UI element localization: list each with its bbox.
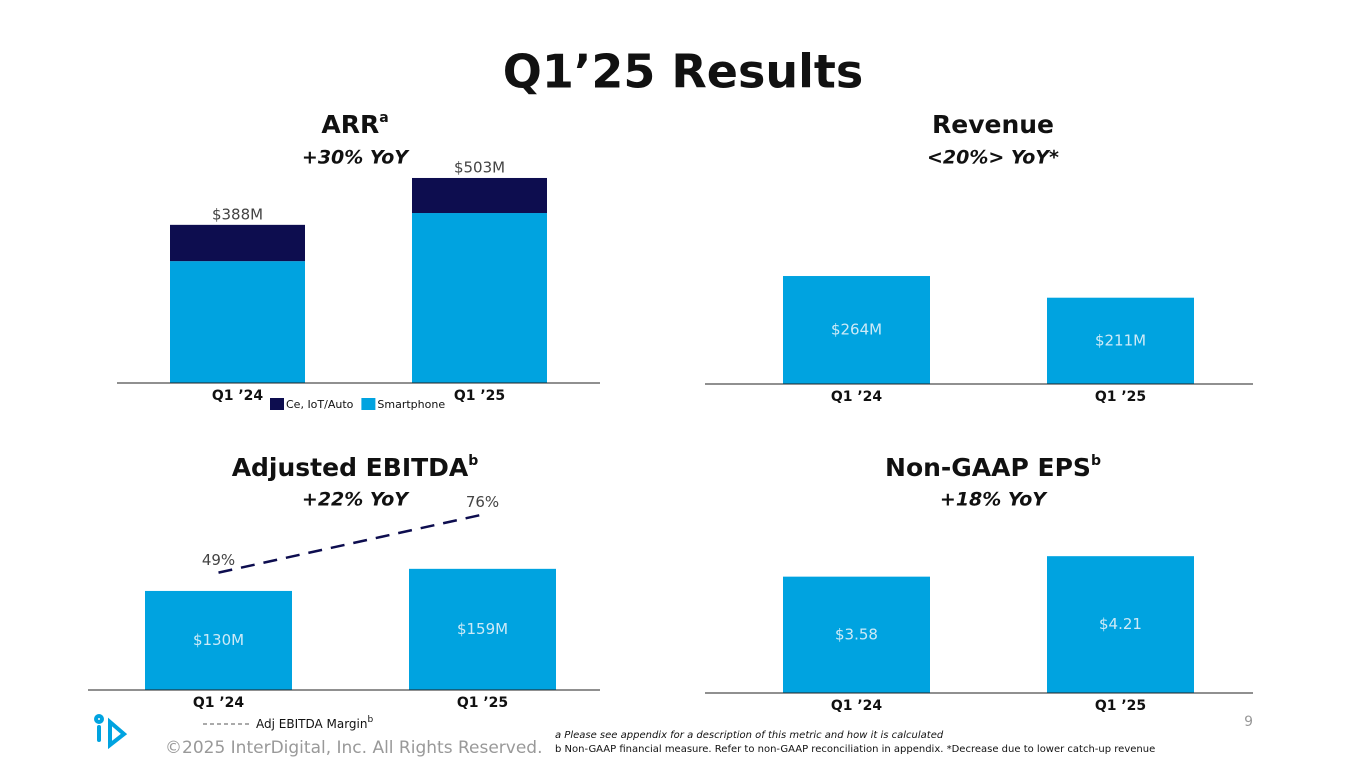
data-label: $211M bbox=[1095, 331, 1146, 349]
bar bbox=[783, 576, 930, 693]
legend-swatch bbox=[270, 398, 284, 410]
legend-note: b bbox=[368, 715, 374, 725]
chart-title: ARRa bbox=[321, 110, 388, 139]
bar-segment bbox=[170, 224, 305, 262]
legend-swatch bbox=[361, 398, 376, 410]
chart-title: Non-GAAP EPS bbox=[885, 453, 1091, 482]
slide-title: Q1’25 Results bbox=[503, 45, 864, 99]
data-label: $130M bbox=[193, 631, 244, 649]
bar-segment bbox=[170, 261, 305, 383]
chart-title: ARR bbox=[321, 110, 379, 139]
x-tick-label: Q1 ’25 bbox=[454, 388, 505, 404]
bar-segment bbox=[412, 213, 547, 383]
x-tick-label: Q1 ’24 bbox=[831, 389, 883, 405]
bar-segment bbox=[412, 177, 547, 214]
x-tick-label: Q1 ’24 bbox=[831, 698, 883, 714]
x-tick-label: Q1 ’25 bbox=[1095, 389, 1146, 405]
bar bbox=[1047, 556, 1194, 693]
copyright: ©2025 InterDigital, Inc. All Rights Rese… bbox=[165, 738, 543, 758]
total-label: $388M bbox=[212, 205, 263, 223]
data-label: $4.21 bbox=[1099, 615, 1142, 633]
line bbox=[218, 513, 483, 574]
chart-title: Adjusted EBITDA bbox=[232, 453, 469, 482]
line-label: 76% bbox=[466, 493, 499, 511]
logo bbox=[94, 714, 128, 750]
chart-title: Revenue bbox=[932, 110, 1054, 139]
x-tick-label: Q1 ’24 bbox=[212, 388, 264, 404]
chart-subtitle: <20%> YoY* bbox=[927, 147, 1059, 169]
title-note: b bbox=[1091, 453, 1101, 469]
chart-title: Revenue bbox=[932, 110, 1054, 139]
chart-subtitle: +30% YoY bbox=[302, 147, 410, 169]
line-label: 49% bbox=[202, 551, 235, 569]
bar bbox=[1047, 297, 1194, 384]
title-note: a bbox=[379, 110, 388, 126]
bar bbox=[409, 568, 556, 690]
page-number: 9 bbox=[1244, 714, 1253, 730]
chart-title: Adjusted EBITDAb bbox=[232, 453, 479, 482]
legend-label: Adj EBITDA Marginb bbox=[256, 715, 374, 731]
footnote: b Non-GAAP financial measure. Refer to n… bbox=[555, 744, 1155, 755]
title-note: b bbox=[468, 453, 478, 469]
bar bbox=[783, 276, 930, 384]
x-tick-label: Q1 ’25 bbox=[1095, 698, 1146, 714]
footnote: a Please see appendix for a description … bbox=[555, 730, 944, 741]
data-label: $264M bbox=[831, 321, 882, 339]
data-label: $159M bbox=[457, 620, 508, 638]
legend-label: Smartphone bbox=[377, 398, 445, 411]
legend-label: Adj EBITDA Margin bbox=[256, 717, 368, 731]
chart-subtitle: +18% YoY bbox=[940, 489, 1048, 511]
total-label: $503M bbox=[454, 158, 505, 176]
x-tick-label: Q1 ’25 bbox=[457, 695, 508, 711]
data-label: $3.58 bbox=[835, 625, 878, 643]
chart-title: Non-GAAP EPSb bbox=[885, 453, 1101, 482]
chart-subtitle: +22% YoY bbox=[302, 489, 410, 511]
bar bbox=[145, 590, 292, 690]
x-tick-label: Q1 ’24 bbox=[193, 695, 245, 711]
legend-label: Ce, IoT/Auto bbox=[286, 398, 354, 411]
